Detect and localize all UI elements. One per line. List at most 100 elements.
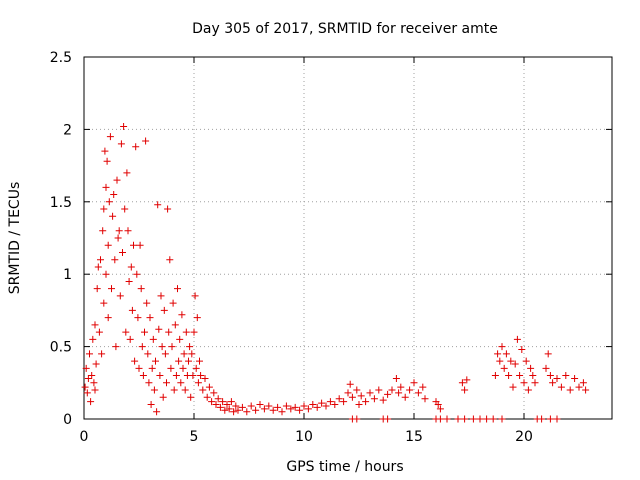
data-point bbox=[269, 406, 277, 414]
data-point bbox=[166, 256, 174, 264]
data-point bbox=[169, 299, 177, 307]
data-point bbox=[103, 157, 111, 165]
x-tick-label: 15 bbox=[405, 429, 423, 445]
data-point bbox=[148, 364, 156, 372]
data-point bbox=[542, 364, 550, 372]
data-point bbox=[93, 285, 101, 293]
data-point bbox=[153, 408, 161, 416]
data-point bbox=[274, 403, 282, 411]
x-tick-label: 0 bbox=[80, 429, 89, 445]
data-point bbox=[260, 405, 268, 413]
data-point bbox=[287, 405, 295, 413]
data-point bbox=[196, 357, 203, 365]
data-point bbox=[113, 176, 121, 184]
x-axis-title: GPS time / hours bbox=[286, 459, 403, 475]
data-point bbox=[410, 379, 418, 387]
data-point bbox=[174, 285, 181, 293]
y-tick-label: 0 bbox=[63, 412, 72, 428]
data-point bbox=[177, 379, 185, 387]
data-point bbox=[379, 396, 387, 404]
data-point bbox=[265, 402, 273, 410]
data-point bbox=[538, 415, 546, 423]
data-point bbox=[395, 389, 403, 397]
data-point bbox=[221, 406, 229, 414]
data-point bbox=[187, 393, 195, 401]
data-point bbox=[157, 292, 165, 300]
y-tick-labels: 0 0.5 1 1.5 2 2.5 bbox=[50, 50, 72, 428]
data-point bbox=[136, 241, 144, 249]
data-point bbox=[100, 205, 108, 213]
data-points bbox=[81, 123, 590, 423]
data-point bbox=[167, 364, 175, 372]
data-point bbox=[115, 227, 123, 235]
data-point bbox=[161, 350, 169, 358]
x-tick-labels: 0 5 10 15 20 bbox=[80, 429, 533, 445]
data-point bbox=[135, 364, 143, 372]
data-point bbox=[516, 372, 524, 380]
data-point bbox=[505, 372, 513, 380]
data-point bbox=[579, 379, 587, 387]
data-point bbox=[97, 256, 104, 264]
data-point bbox=[131, 357, 139, 365]
data-point bbox=[176, 335, 184, 343]
data-point bbox=[121, 205, 129, 213]
data-point bbox=[150, 386, 158, 394]
data-point bbox=[340, 398, 348, 406]
data-point bbox=[111, 256, 119, 264]
data-point bbox=[476, 415, 484, 423]
data-point bbox=[582, 386, 590, 394]
data-point bbox=[524, 386, 532, 394]
data-point bbox=[491, 372, 499, 380]
data-point bbox=[163, 379, 170, 387]
data-point bbox=[104, 314, 112, 322]
data-point bbox=[138, 343, 146, 351]
y-tick-label: 2 bbox=[63, 122, 72, 138]
data-point bbox=[375, 386, 383, 394]
data-point bbox=[156, 372, 164, 380]
data-point bbox=[105, 198, 113, 206]
data-point bbox=[201, 374, 209, 382]
x-tick-label: 20 bbox=[515, 429, 533, 445]
data-point bbox=[168, 343, 176, 351]
data-point bbox=[114, 234, 122, 242]
data-point bbox=[331, 401, 339, 409]
data-point bbox=[139, 372, 147, 380]
data-point bbox=[155, 325, 163, 333]
data-point bbox=[102, 270, 110, 278]
data-point bbox=[243, 408, 251, 416]
data-point bbox=[212, 401, 220, 409]
data-point bbox=[165, 328, 173, 336]
data-point bbox=[101, 147, 109, 155]
data-point bbox=[362, 398, 370, 406]
data-point bbox=[214, 395, 222, 403]
data-point bbox=[98, 350, 106, 358]
data-point bbox=[553, 374, 561, 382]
data-point bbox=[122, 328, 130, 336]
data-point bbox=[190, 328, 198, 336]
data-point bbox=[256, 401, 264, 409]
data-point bbox=[152, 357, 159, 365]
data-point bbox=[529, 372, 537, 380]
grid bbox=[84, 57, 612, 419]
data-point bbox=[436, 405, 444, 413]
data-point bbox=[469, 415, 477, 423]
data-point bbox=[463, 376, 471, 384]
data-point bbox=[335, 395, 343, 403]
data-point bbox=[496, 357, 504, 365]
data-point bbox=[189, 372, 197, 380]
data-point bbox=[247, 402, 255, 410]
data-point bbox=[461, 386, 469, 394]
data-point bbox=[527, 364, 535, 372]
data-point bbox=[171, 321, 179, 329]
data-point bbox=[126, 335, 134, 343]
data-point bbox=[397, 383, 405, 391]
data-point bbox=[419, 383, 427, 391]
data-point bbox=[225, 405, 233, 413]
data-point bbox=[520, 379, 528, 387]
data-point bbox=[88, 372, 96, 380]
data-point bbox=[120, 123, 128, 131]
data-point bbox=[92, 360, 100, 368]
data-point bbox=[458, 379, 466, 387]
data-point bbox=[549, 379, 557, 387]
data-point bbox=[318, 399, 326, 407]
